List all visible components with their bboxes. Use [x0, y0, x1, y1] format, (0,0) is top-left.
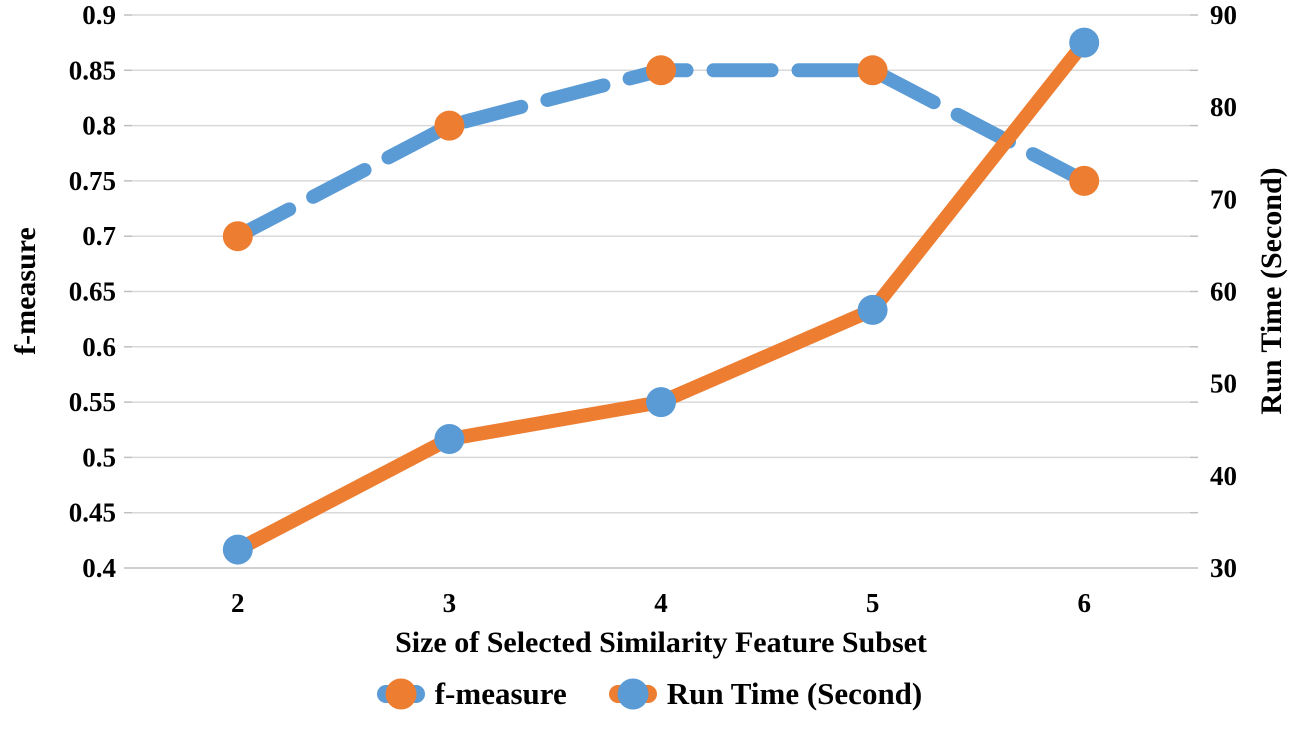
- right-y-tick-label: 50: [1210, 369, 1237, 399]
- legend-item-run-time: Run Time (Second): [608, 676, 923, 711]
- legend-label-f-measure: f-measure: [434, 676, 567, 711]
- x-tick-label: 2: [231, 588, 245, 618]
- left-y-tick-label: 0.65: [69, 277, 116, 307]
- x-tick-label: 6: [1077, 588, 1091, 618]
- f-measure-data-point: [1069, 165, 1100, 196]
- chart-legend: f-measure Run Time (Second): [0, 678, 1299, 709]
- legend-item-f-measure: f-measure: [376, 676, 567, 711]
- x-tick-label: 4: [654, 588, 668, 618]
- run-time-legend-marker-icon: [608, 678, 657, 709]
- left-y-tick-label: 0.9: [82, 0, 116, 30]
- run-time-data-point: [222, 534, 253, 565]
- right-y-tick-label: 70: [1210, 184, 1237, 214]
- run-time-data-point: [857, 294, 888, 325]
- left-y-tick-label: 0.4: [82, 553, 116, 583]
- x-tick-label: 3: [443, 588, 457, 618]
- run-time-data-point: [1069, 27, 1100, 58]
- f-measure-data-point: [434, 110, 465, 141]
- right-y-tick-label: 60: [1210, 277, 1237, 307]
- legend-label-run-time: Run Time (Second): [666, 676, 923, 711]
- f-measure-data-point: [222, 221, 253, 252]
- x-axis-title: Size of Selected Similarity Feature Subs…: [395, 626, 927, 659]
- run-time-data-point: [434, 423, 465, 454]
- right-y-tick-label: 90: [1210, 0, 1237, 30]
- left-y-tick-label: 0.75: [69, 166, 116, 196]
- x-tick-label: 5: [866, 588, 880, 618]
- left-y-tick-label: 0.7: [82, 221, 116, 251]
- right-y-tick-label: 30: [1210, 553, 1237, 583]
- left-y-tick-label: 0.5: [82, 442, 116, 472]
- f-measure-data-point: [857, 55, 888, 86]
- f-measure-legend-marker-icon: [376, 678, 425, 709]
- left-y-tick-label: 0.8: [82, 111, 116, 141]
- right-y-tick-label: 40: [1210, 461, 1237, 491]
- run-time-data-point: [646, 387, 676, 418]
- left-y-tick-label: 0.6: [82, 332, 116, 362]
- left-y-axis-title: f-measure: [9, 227, 42, 355]
- left-y-tick-label: 0.45: [69, 498, 116, 528]
- right-y-axis-title: Run Time (Second): [1255, 167, 1288, 415]
- right-y-tick-label: 80: [1210, 92, 1237, 122]
- f-measure-data-point: [646, 55, 676, 86]
- left-y-tick-label: 0.85: [69, 55, 116, 85]
- left-y-tick-label: 0.55: [69, 387, 116, 417]
